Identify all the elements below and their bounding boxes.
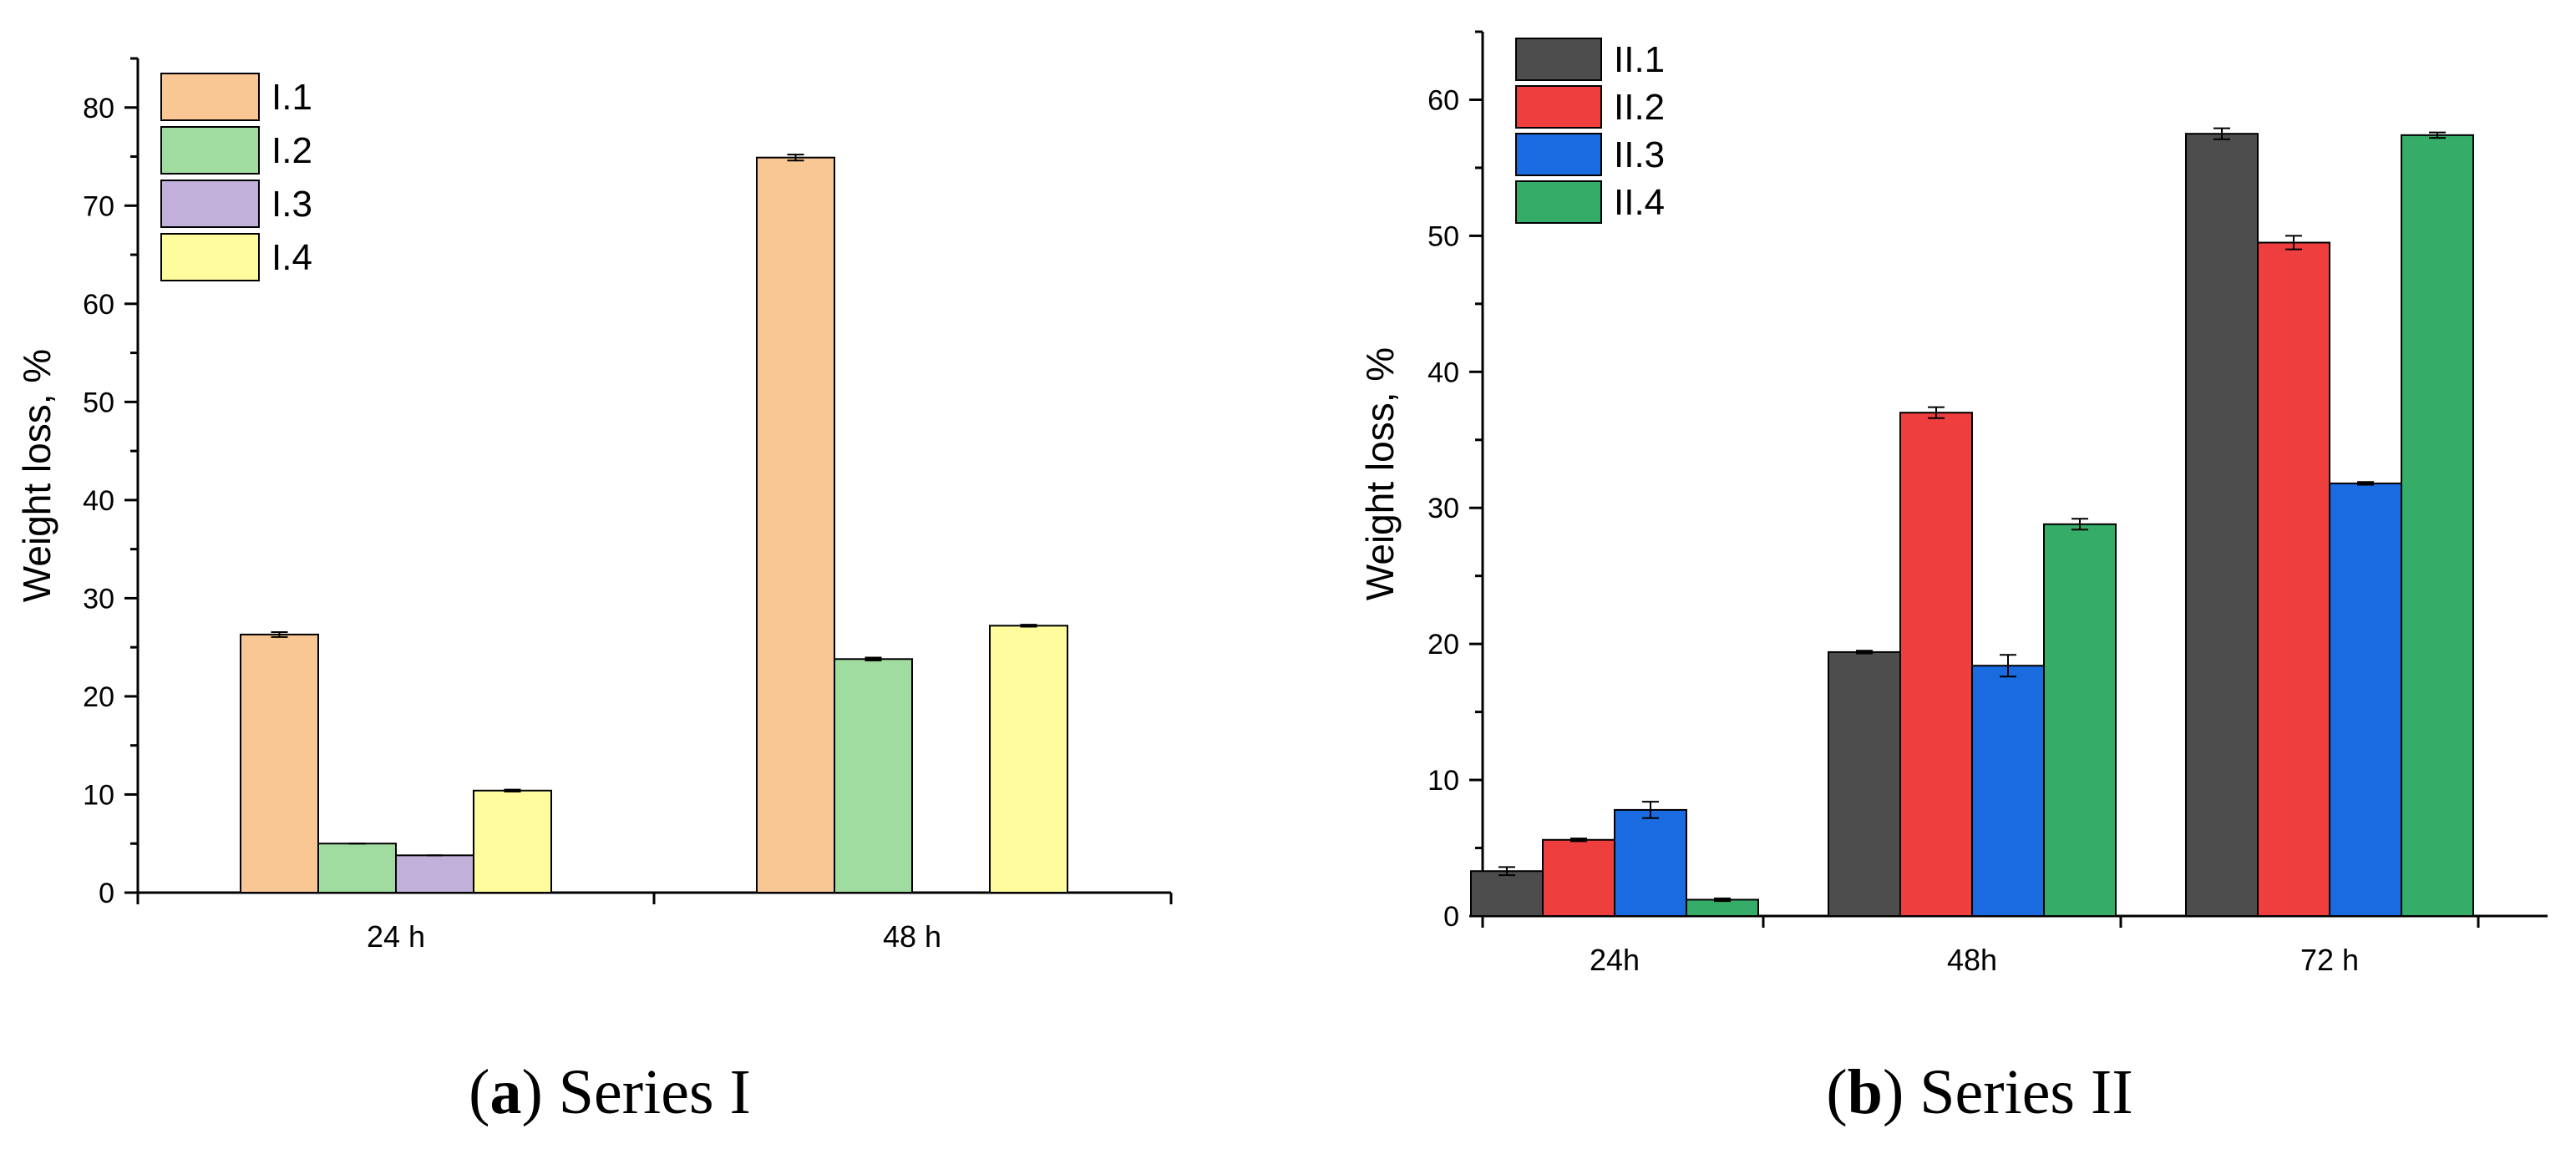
pb-y-tick-label: 30 bbox=[1427, 493, 1459, 524]
pb-legend-swatch bbox=[1515, 85, 1602, 129]
pa-y-tick-label: 70 bbox=[83, 190, 114, 222]
pb-x-tick-label: 72 h bbox=[2300, 943, 2359, 977]
pb-bar-II.1-48h bbox=[1828, 650, 1901, 918]
pb-legend-swatch bbox=[1515, 180, 1602, 224]
pb-bar-II.4-24h bbox=[1686, 898, 1759, 917]
pb-y-tick-label: 10 bbox=[1427, 765, 1459, 797]
pb-bar-II.2-72h bbox=[2257, 241, 2330, 917]
pa-y-tick-label: 10 bbox=[83, 779, 114, 811]
pb-bar-II.1-24h bbox=[1470, 870, 1544, 917]
caption-panel-a: (a) Series I bbox=[469, 1057, 751, 1127]
pa-legend-swatch bbox=[160, 233, 260, 281]
pa-legend-swatch bbox=[160, 180, 260, 228]
pb-x-tick-label: 48h bbox=[1947, 943, 1997, 977]
pb-legend-swatch bbox=[1515, 38, 1602, 81]
chart-panel-a: 0 10 20 30 40 50 60 70 80 24 h 48 h I.1 I.2 I.3 I.4 Wei… bbox=[15, 57, 1173, 954]
chart-panel-b: 0 10 20 30 40 50 60 24h 48h 72 h II.1 II.2 II.3 II.4 W… bbox=[1358, 30, 2548, 977]
pb-bar-II.3-24h bbox=[1614, 808, 1687, 917]
pa-y-tick-label: 0 bbox=[99, 878, 114, 909]
pa-legend-label: I.2 bbox=[271, 130, 312, 171]
pa-bar-I.4-24h bbox=[473, 789, 552, 893]
pa-y-tick-label: 20 bbox=[83, 681, 114, 713]
pa-y-tick-label: 60 bbox=[83, 289, 114, 321]
pa-legend-swatch bbox=[160, 73, 260, 121]
pa-bar-I.2-24h bbox=[317, 843, 397, 893]
pb-bar-II.2-48h bbox=[1899, 412, 1973, 917]
caption-letter-a: a bbox=[489, 1057, 522, 1127]
pa-x-tick-label: 48 h bbox=[883, 919, 941, 954]
pb-y-tick-label: 50 bbox=[1427, 220, 1459, 252]
pa-bar-I.3-24h bbox=[395, 854, 474, 894]
pa-legend-swatch bbox=[160, 126, 260, 175]
caption-panel-b: (b) Series II bbox=[1826, 1057, 2133, 1127]
pa-y-tick-label: 50 bbox=[83, 387, 114, 418]
pb-bar-II.4-48h bbox=[2043, 523, 2117, 918]
pb-legend-label: II.4 bbox=[1614, 182, 1665, 223]
pa-legend-label: I.3 bbox=[271, 184, 312, 225]
pb-bar-II.3-72h bbox=[2329, 482, 2402, 917]
pb-bar-II.3-48h bbox=[1971, 665, 2045, 918]
pb-bar-II.1-72h bbox=[2185, 133, 2259, 917]
pa-bar-I.1-48h bbox=[756, 156, 835, 893]
pb-legend-label: II.1 bbox=[1614, 39, 1665, 80]
caption-text-b: Series II bbox=[1919, 1057, 2133, 1127]
pa-bar-I.4-48h bbox=[989, 625, 1068, 893]
pb-legend-label: II.2 bbox=[1614, 87, 1665, 128]
pb-y-tick-label: 60 bbox=[1427, 84, 1459, 116]
pa-legend-label: I.4 bbox=[271, 237, 312, 278]
caption-letter-b: b bbox=[1847, 1057, 1883, 1127]
pb-bar-II.4-72h bbox=[2401, 134, 2474, 917]
pb-y-tick-label: 40 bbox=[1427, 357, 1459, 388]
pa-bar-I.1-24h bbox=[240, 633, 319, 893]
pb-y-tick-label: 0 bbox=[1443, 901, 1459, 933]
pb-y-tick-label: 20 bbox=[1427, 629, 1459, 660]
pb-x-tick-label: 24h bbox=[1590, 943, 1640, 977]
caption-text-a: Series I bbox=[558, 1057, 751, 1127]
pa-y-tick-label: 80 bbox=[83, 93, 114, 124]
pa-y-axis-title: Weight loss, % bbox=[15, 349, 58, 602]
pb-legend-swatch bbox=[1515, 133, 1602, 176]
pa-y-tick-label: 30 bbox=[83, 583, 114, 615]
pb-y-axis-title: Weight loss, % bbox=[1358, 347, 1402, 600]
pb-bar-II.2-24h bbox=[1542, 838, 1615, 917]
pa-bar-I.2-48h bbox=[834, 658, 913, 894]
pa-x-tick-label: 24 h bbox=[367, 919, 425, 954]
pa-legend-label: I.1 bbox=[271, 77, 312, 118]
pa-y-tick-label: 40 bbox=[83, 485, 114, 517]
pb-legend-label: II.3 bbox=[1614, 134, 1665, 175]
